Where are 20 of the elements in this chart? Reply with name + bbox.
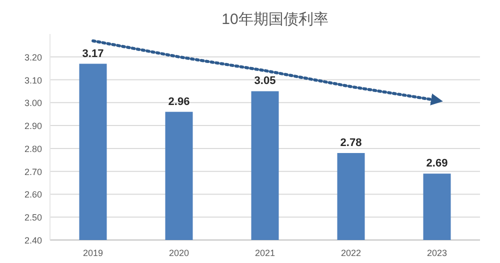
y-tick-label: 2.60 <box>24 190 42 200</box>
y-tick-label: 3.20 <box>24 52 42 62</box>
data-label: 2.78 <box>340 137 362 150</box>
data-label: 3.05 <box>254 75 276 88</box>
y-tick-label: 2.40 <box>24 236 42 246</box>
chart-title: 10年期国债利率 <box>222 11 328 28</box>
x-tick-label: 2022 <box>340 248 362 258</box>
y-tick-label: 2.50 <box>24 212 42 223</box>
x-tick-label: 2021 <box>254 248 276 258</box>
x-tick-label: 2019 <box>82 248 104 258</box>
y-tick-label: 2.90 <box>24 121 42 132</box>
y-tick-label: 3.10 <box>24 75 42 86</box>
y-tick-label: 2.70 <box>24 166 42 177</box>
y-tick-label: 3.00 <box>24 98 42 108</box>
y-tick-label: 2.80 <box>24 144 42 154</box>
x-tick-label: 2020 <box>168 248 190 258</box>
x-tick-label: 2023 <box>426 248 448 258</box>
data-label: 3.17 <box>82 48 104 60</box>
data-label: 2.69 <box>426 158 448 170</box>
data-label: 2.96 <box>168 96 190 108</box>
